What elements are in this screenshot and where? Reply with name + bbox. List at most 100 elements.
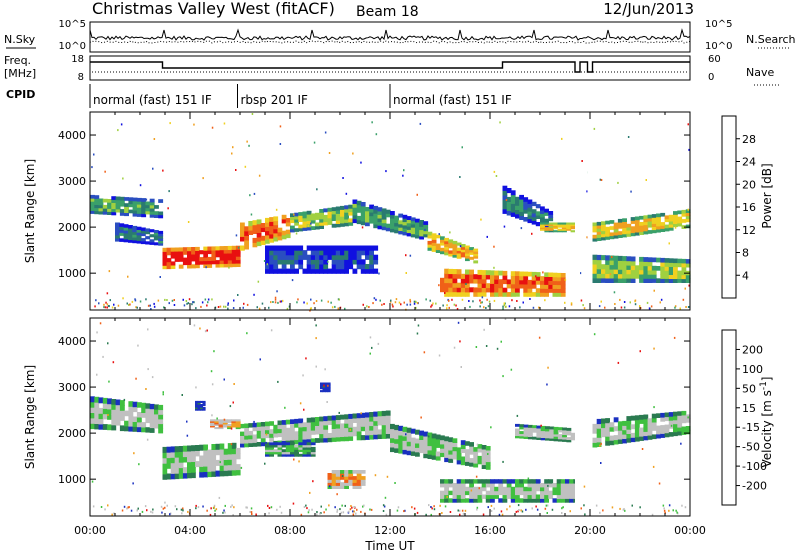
range-cell: [269, 237, 274, 243]
ground-scatter-point: [664, 511, 666, 514]
range-cell: [310, 442, 316, 446]
range-cell: [444, 490, 449, 496]
range-cell: [423, 224, 429, 228]
noise-point: [600, 179, 603, 181]
range-cell: [519, 483, 524, 488]
range-cell: [553, 225, 559, 228]
range-cell: [394, 219, 399, 224]
range-cell: [269, 429, 274, 434]
ground-scatter-point: [536, 508, 539, 511]
ground-scatter-point: [129, 303, 131, 306]
ground-scatter-point: [224, 504, 226, 507]
range-cell: [111, 199, 117, 203]
range-cell: [149, 239, 155, 243]
range-cell: [335, 209, 341, 214]
range-cell: [515, 205, 520, 210]
range-cell: [269, 444, 274, 448]
range-cell: [219, 256, 225, 261]
ground-scatter-point: [529, 298, 531, 300]
range-cell: [427, 441, 433, 447]
range-cell: [327, 217, 333, 222]
colorbar-frame: [721, 115, 737, 299]
range-cell: [290, 219, 295, 224]
range-cell: [626, 223, 632, 228]
range-cell: [673, 431, 678, 437]
noise-point: [152, 167, 154, 170]
range-cell: [677, 210, 683, 215]
range-cell: [315, 222, 320, 227]
range-cell: [231, 458, 237, 465]
range-cell: [410, 223, 416, 228]
range-cell: [685, 426, 691, 431]
range-cell: [549, 428, 555, 432]
range-cell: [673, 411, 678, 417]
range-cell: [352, 268, 358, 274]
range-cell: [494, 291, 499, 297]
range-cell: [124, 203, 129, 207]
range-cell: [344, 250, 349, 256]
ground-scatter-point: [453, 303, 456, 306]
range-cell: [515, 201, 520, 206]
range-cell: [344, 215, 349, 220]
range-cell: [519, 207, 524, 212]
range-cell: [515, 283, 520, 289]
range-cell: [340, 259, 345, 265]
range-cell: [219, 443, 225, 450]
range-cell: [536, 437, 542, 440]
range-cell: [331, 207, 337, 212]
range-cell: [613, 228, 619, 233]
range-cell: [356, 413, 362, 419]
range-cell: [323, 264, 329, 270]
range-cell: [195, 461, 200, 468]
range-cell: [452, 438, 458, 443]
ground-scatter-point: [392, 305, 394, 308]
range-cell: [531, 498, 537, 503]
range-cell: [394, 222, 399, 227]
ground-scatter-point: [233, 506, 235, 509]
ground-scatter-point: [157, 299, 160, 302]
ground-scatter-point: [306, 302, 308, 305]
range-cell: [356, 219, 362, 225]
range-cell: [174, 462, 180, 469]
ground-scatter-point: [430, 513, 432, 516]
nsearch-trace: [89, 40, 691, 44]
range-cell: [302, 438, 308, 444]
range-cell: [132, 421, 138, 427]
range-cell: [452, 240, 458, 245]
range-cell: [319, 212, 324, 217]
range-cell: [352, 485, 358, 489]
range-cell: [494, 494, 499, 499]
range-cell: [544, 272, 549, 277]
range-cell: [302, 449, 308, 453]
x-tick-label: 12:00: [374, 524, 406, 537]
range-cell: [340, 216, 345, 221]
cpid-segments: normal (fast) 151 IF rbsp 201 IF normal (f…: [89, 84, 512, 108]
range-cell: [260, 227, 266, 233]
range-cell: [668, 220, 674, 225]
noise-point: [250, 213, 253, 216]
range-cell: [265, 429, 270, 435]
data-gap: [575, 318, 580, 516]
range-cell: [656, 257, 661, 263]
ground-scatter-point: [187, 510, 189, 513]
range-cell: [465, 248, 470, 252]
range-cell: [494, 283, 499, 289]
range-cell: [360, 421, 366, 427]
range-cell: [473, 248, 479, 252]
range-cell: [365, 210, 370, 215]
range-cell: [115, 225, 120, 230]
range-cell: [465, 490, 470, 496]
ground-scatter-point: [509, 505, 511, 508]
range-cell: [613, 264, 619, 270]
range-cell: [570, 432, 576, 436]
range-cell: [477, 444, 483, 449]
range-cell: [285, 268, 291, 274]
range-cell: [107, 205, 112, 209]
range-cell: [182, 451, 188, 458]
range-cell: [128, 230, 133, 235]
range-cell: [315, 264, 320, 270]
range-cell: [643, 257, 649, 262]
range-cell: [222, 423, 228, 426]
range-cell: [540, 428, 546, 432]
range-cell: [469, 458, 474, 463]
